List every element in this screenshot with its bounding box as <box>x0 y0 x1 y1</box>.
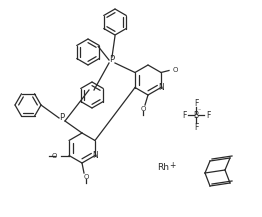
Text: N: N <box>158 83 164 92</box>
Text: O: O <box>140 106 146 112</box>
Text: F: F <box>206 110 210 120</box>
Text: P: P <box>110 56 114 64</box>
Text: F: F <box>182 110 186 120</box>
Text: N: N <box>92 151 98 160</box>
Text: P: P <box>59 113 64 123</box>
Text: F: F <box>194 99 198 107</box>
Text: F: F <box>194 123 198 132</box>
Text: O: O <box>83 174 89 180</box>
Text: O: O <box>52 153 57 158</box>
Text: Rh: Rh <box>157 163 169 173</box>
Text: B: B <box>193 110 199 120</box>
Text: ⁻: ⁻ <box>197 110 201 115</box>
Text: O: O <box>173 67 178 74</box>
Text: +: + <box>169 161 175 169</box>
